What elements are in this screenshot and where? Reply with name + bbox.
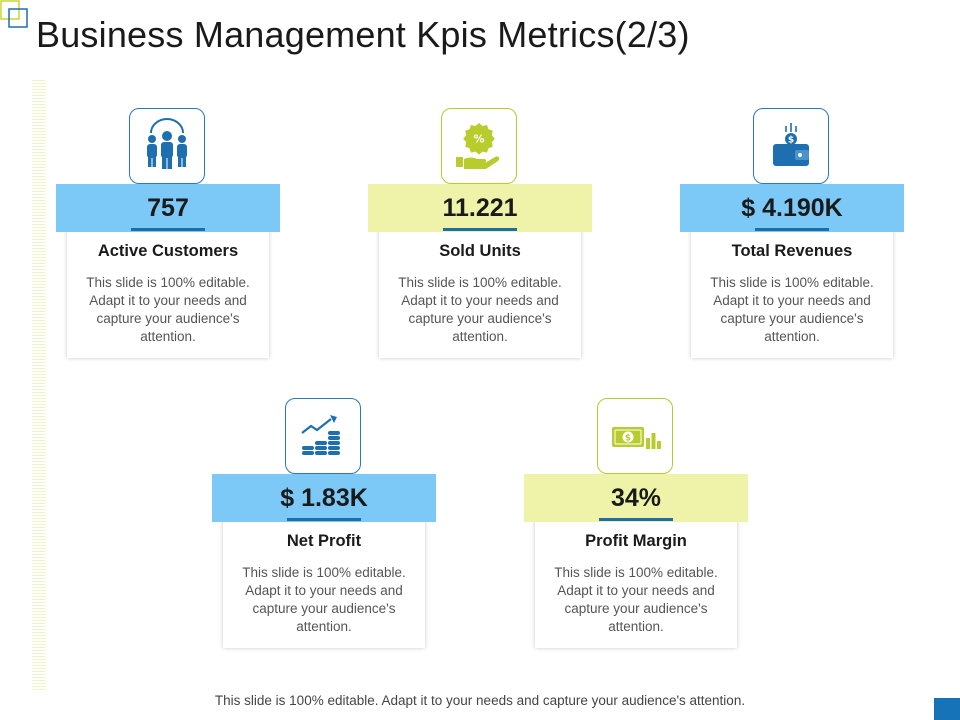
kpi-card [223,498,425,648]
kpi-card [379,208,581,358]
kpi-active-customers: 757 Active Customers This slide is 100% … [56,108,280,360]
kpi-icon-frame: $ [753,108,829,184]
kpi-description: This slide is 100% editable. Adapt it to… [554,565,718,634]
svg-text:$: $ [625,434,631,444]
kpi-value: 11.221 [368,184,592,232]
page-title: Business Management Kpis Metrics(2/3) [36,14,690,55]
kpi-profit-margin: $ 34% Profit Margin This slide is 100% e… [524,398,748,650]
svg-text:%: % [473,133,484,146]
kpi-description: This slide is 100% editable. Adapt it to… [398,275,562,344]
kpi-description: This slide is 100% editable. Adapt it to… [242,565,406,634]
kpi-description: This slide is 100% editable. Adapt it to… [86,275,250,344]
decorative-stripe [32,80,46,690]
kpi-value: $ 1.83K [212,474,436,522]
kpi-underline [443,228,517,231]
discount-hand-icon: % [456,123,500,169]
kpi-value: $ 4.190K [680,184,904,232]
kpi-icon-frame [285,398,361,474]
kpi-sold-units: % 11.221 Sold Units This slide is 100% e… [368,108,592,360]
corner-logo-icon [0,0,28,28]
growth-coins-icon [301,415,340,455]
svg-text:$: $ [788,136,794,146]
kpi-total-revenues: $ $ 4.190K Total Revenues This slide is … [680,108,904,360]
kpi-icon-frame: $ [597,398,673,474]
footer-note: This slide is 100% editable. Adapt it to… [214,693,746,708]
kpi-underline [599,518,673,521]
kpi-card [691,208,893,358]
corner-square [934,698,960,720]
kpi-icon-frame [129,108,205,184]
kpi-net-profit: $ 1.83K Net Profit This slide is 100% ed… [212,398,436,650]
kpi-underline [287,518,361,521]
kpi-underline [131,228,205,231]
kpi-label: Sold Units [439,242,521,260]
wallet-icon: $ [773,123,809,166]
kpi-card [535,498,737,648]
kpi-label: Profit Margin [585,532,687,550]
kpi-label: Total Revenues [731,242,853,260]
kpi-label: Net Profit [286,532,362,550]
kpi-label: Active Customers [97,242,239,260]
kpi-description: This slide is 100% editable. Adapt it to… [710,275,874,344]
kpi-underline [755,228,829,231]
kpi-value: 34% [524,474,748,522]
kpi-value: 757 [56,184,280,232]
customers-icon [147,118,187,169]
cash-chart-icon: $ [612,427,661,449]
kpi-card [67,208,269,358]
kpi-icon-frame: % [441,108,517,184]
